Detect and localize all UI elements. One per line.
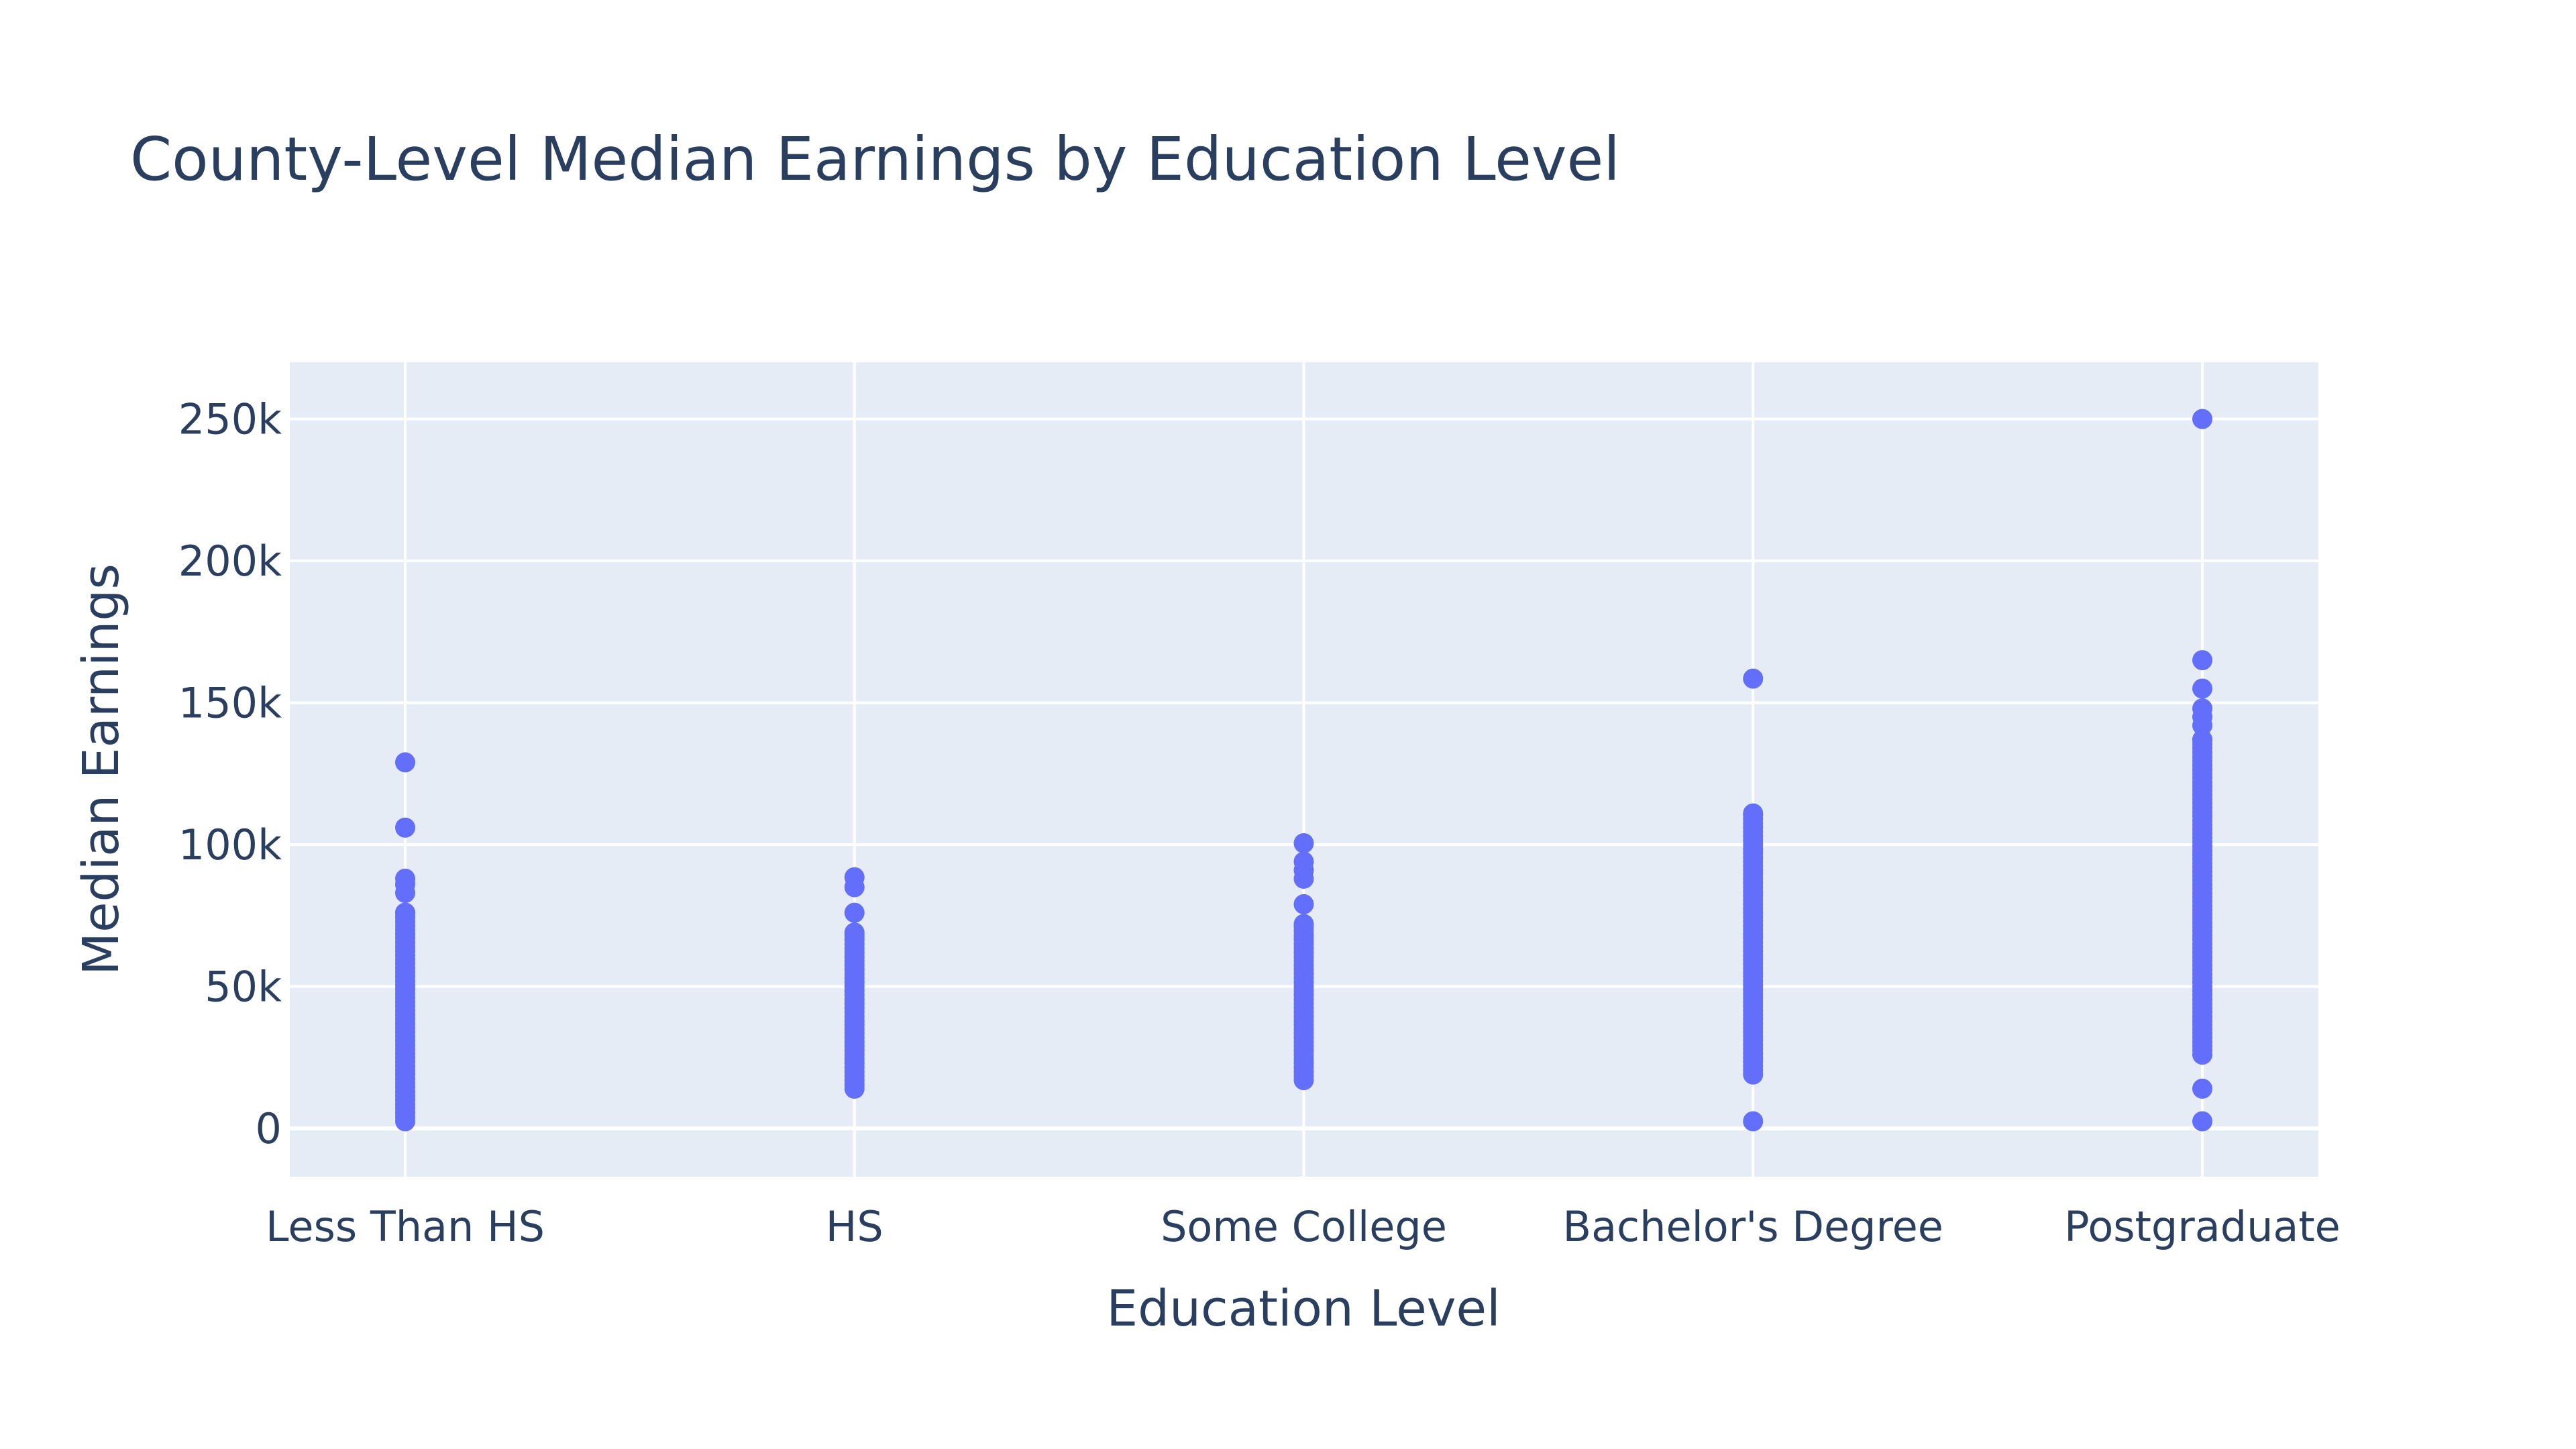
data-point[interactable] (395, 817, 415, 838)
data-points[interactable] (395, 409, 2212, 1132)
data-point[interactable] (2192, 729, 2212, 750)
data-point[interactable] (1743, 803, 1764, 824)
x-tick-label: Bachelor's Degree (1563, 1202, 1943, 1251)
y-tick-label: 50k (205, 963, 282, 1012)
data-point[interactable] (2192, 409, 2212, 429)
y-tick-label: 200k (178, 537, 282, 586)
x-tick-label: Postgraduate (2064, 1202, 2341, 1251)
data-point[interactable] (1293, 851, 1314, 872)
x-axis-title: Education Level (1106, 1280, 1500, 1338)
data-point[interactable] (395, 902, 415, 923)
data-point[interactable] (1293, 914, 1314, 934)
x-tick-label: Less Than HS (266, 1202, 545, 1251)
data-point[interactable] (2192, 650, 2212, 671)
data-point[interactable] (844, 867, 865, 888)
data-point[interactable] (2192, 678, 2212, 699)
data-point[interactable] (395, 868, 415, 889)
data-point[interactable] (2192, 1078, 2212, 1099)
data-point[interactable] (2192, 1111, 2212, 1132)
data-point[interactable] (1743, 1111, 1764, 1132)
axis-ticks: 0 50k 100k 150k 200k 250k Less Than HS HS Some C… (178, 395, 2341, 1251)
data-point[interactable] (844, 922, 865, 943)
x-tick-label: Some College (1161, 1202, 1447, 1251)
data-point[interactable] (2192, 698, 2212, 719)
data-point[interactable] (1743, 668, 1764, 689)
y-tick-label: 250k (178, 395, 282, 444)
y-axis-title: Median Earnings (72, 564, 130, 975)
y-tick-label: 100k (178, 820, 282, 869)
data-point[interactable] (395, 752, 415, 773)
data-point[interactable] (844, 902, 865, 923)
data-point[interactable] (1293, 833, 1314, 853)
y-tick-label: 0 (256, 1104, 282, 1153)
y-tick-label: 150k (178, 679, 282, 728)
data-point[interactable] (1293, 894, 1314, 914)
chart-title: County-Level Median Earnings by Educatio… (130, 124, 1620, 194)
x-tick-label: HS (826, 1202, 883, 1251)
